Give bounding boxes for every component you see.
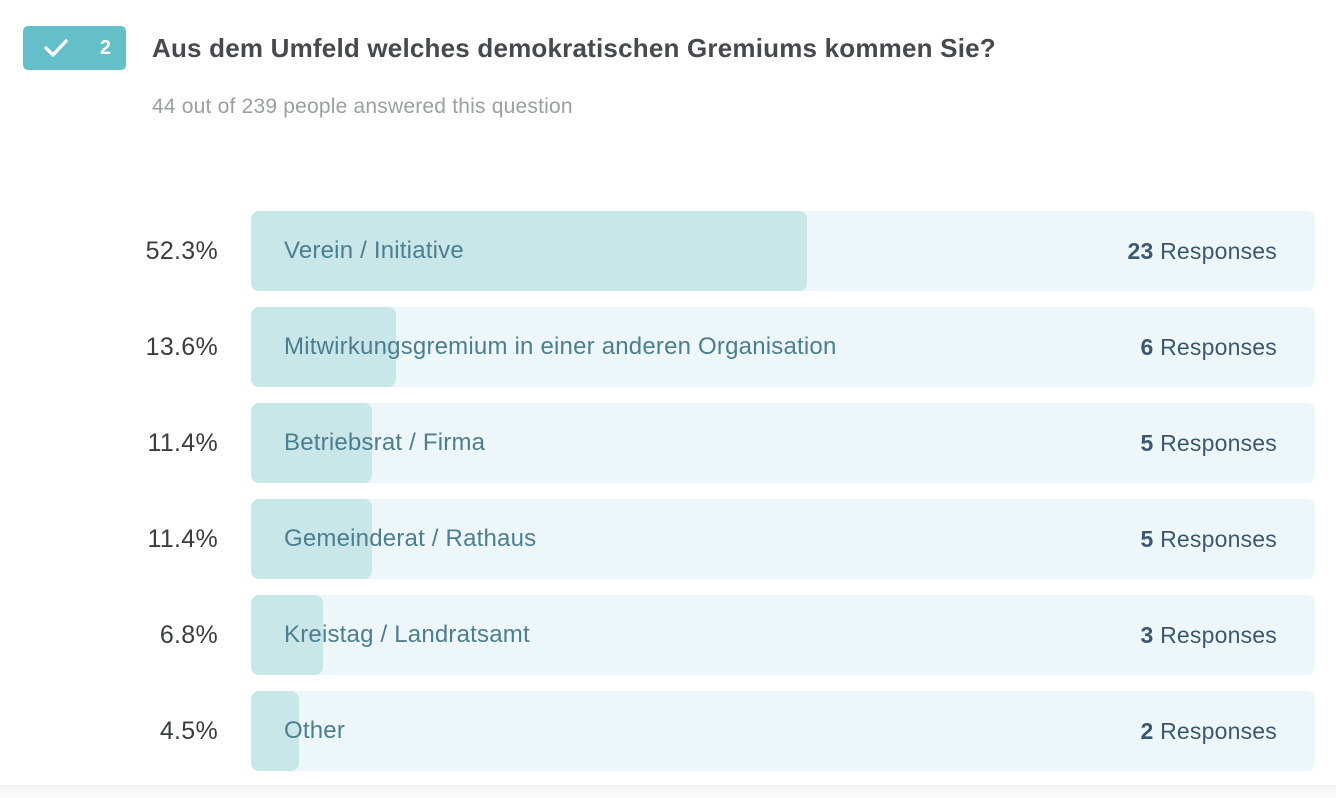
responses-value: 3 Responses: [1141, 622, 1277, 649]
results-bar-chart: 52.3% Verein / Initiative 23 Responses 1…: [0, 211, 1315, 787]
bar-track[interactable]: Mitwirkungsgremium in einer anderen Orga…: [251, 307, 1315, 387]
percent-label: 11.4%: [147, 429, 218, 457]
responses-count: 5: [1140, 429, 1154, 456]
responses-count: 3: [1140, 621, 1154, 648]
checkmark-icon: [43, 37, 69, 59]
bar-row: 11.4% Gemeinderat / Rathaus 5 Responses: [0, 499, 1315, 579]
bar-row: 11.4% Betriebsrat / Firma 5 Responses: [0, 403, 1315, 483]
bar-track[interactable]: Kreistag / Landratsamt 3 Responses: [251, 595, 1315, 675]
percent-label: 11.4%: [147, 525, 218, 553]
responses-value: 6 Responses: [1141, 334, 1277, 361]
bar-row: 4.5% Other 2 Responses: [0, 691, 1315, 771]
bar-track[interactable]: Verein / Initiative 23 Responses: [251, 211, 1315, 291]
answer-label: Kreistag / Landratsamt: [284, 621, 530, 648]
question-answer-count: 44 out of 239 people answered this quest…: [152, 95, 573, 118]
bar-fill: [251, 691, 299, 771]
responses-count: 2: [1140, 717, 1154, 744]
bar-fill: [251, 595, 324, 675]
answer-label: Other: [284, 717, 346, 744]
bar-row: 6.8% Kreistag / Landratsamt 3 Responses: [0, 595, 1315, 675]
responses-count: 23: [1127, 237, 1154, 264]
responses-count: 5: [1140, 525, 1154, 552]
bar-row: 52.3% Verein / Initiative 23 Responses: [0, 211, 1315, 291]
bar-track[interactable]: Gemeinderat / Rathaus 5 Responses: [251, 499, 1315, 579]
percent-label: 6.8%: [159, 621, 218, 649]
percent-label: 13.6%: [145, 333, 218, 361]
bar-track[interactable]: Other 2 Responses: [251, 691, 1315, 771]
answer-label: Betriebsrat / Firma: [284, 429, 486, 456]
question-title: Aus dem Umfeld welches demokratischen Gr…: [152, 33, 996, 63]
responses-word: Responses: [1160, 525, 1277, 552]
percent-label: 4.5%: [159, 717, 218, 745]
responses-word: Responses: [1160, 237, 1277, 264]
responses-word: Responses: [1160, 429, 1277, 456]
bar-fill: [251, 499, 373, 579]
responses-value: 2 Responses: [1141, 718, 1277, 745]
percent-label: 52.3%: [145, 237, 218, 265]
bar-row: 13.6% Mitwirkungsgremium in einer andere…: [0, 307, 1315, 387]
question-number-badge: 2: [23, 26, 126, 70]
bar-fill: [251, 307, 396, 387]
answer-label: Mitwirkungsgremium in einer anderen Orga…: [284, 333, 837, 360]
answer-label: Verein / Initiative: [284, 237, 464, 264]
question-number: 2: [99, 36, 111, 59]
responses-word: Responses: [1160, 717, 1277, 744]
responses-word: Responses: [1160, 333, 1277, 360]
bar-track[interactable]: Betriebsrat / Firma 5 Responses: [251, 403, 1315, 483]
next-section-divider: [0, 785, 1336, 798]
responses-value: 5 Responses: [1141, 430, 1277, 457]
answer-label: Gemeinderat / Rathaus: [284, 525, 537, 552]
bar-fill: [251, 211, 808, 291]
bar-fill: [251, 403, 373, 483]
responses-value: 23 Responses: [1128, 238, 1277, 265]
responses-value: 5 Responses: [1141, 526, 1277, 553]
responses-count: 6: [1140, 333, 1154, 360]
responses-word: Responses: [1160, 621, 1277, 648]
